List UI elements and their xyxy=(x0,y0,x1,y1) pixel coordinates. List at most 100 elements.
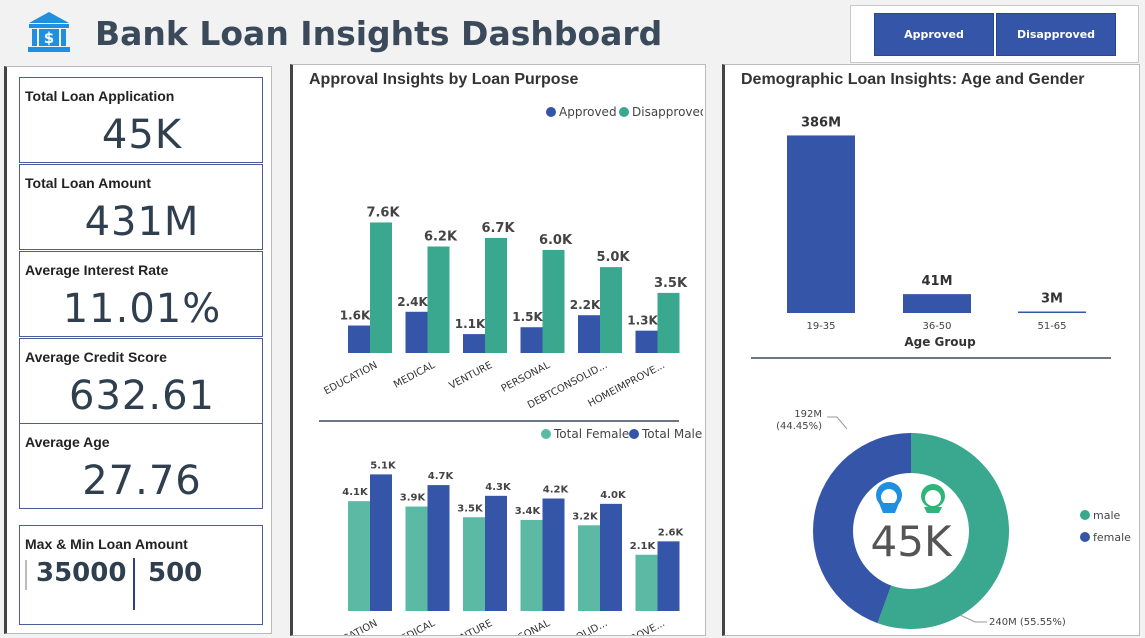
kpi-value: 11.01% xyxy=(62,286,222,332)
divider xyxy=(25,560,27,590)
chart-bar xyxy=(370,474,392,611)
data-label: 1.6K xyxy=(340,309,371,323)
chart-bar xyxy=(370,222,392,353)
min-loan-value: 500 xyxy=(148,558,203,588)
age-bar xyxy=(1018,311,1086,313)
donut-center-label: 45K xyxy=(871,517,953,566)
chart-bar xyxy=(520,327,543,353)
category-tick-label: EDUCATION xyxy=(322,360,379,397)
data-label: 5.1K xyxy=(370,460,397,471)
data-label: 3.5K xyxy=(654,276,688,291)
data-label: 1.1K xyxy=(455,317,486,331)
kpi-label: Total Loan Application xyxy=(25,88,175,104)
data-label: 6.0K xyxy=(539,233,573,248)
category-tick-label: MEDICAL xyxy=(392,360,437,391)
header: $ Bank Loan Insights Dashboard Approved … xyxy=(0,0,1145,66)
data-label: 5.0K xyxy=(596,250,630,265)
data-label: 6.7K xyxy=(481,221,515,236)
category-tick-label: 51-65 xyxy=(1037,321,1066,332)
legend-label: male xyxy=(1093,509,1121,522)
chart-bar xyxy=(542,498,565,611)
age-bar xyxy=(903,294,971,313)
chart-bar xyxy=(542,249,565,353)
chart-bar xyxy=(485,237,507,353)
chart-bar xyxy=(348,501,370,611)
category-tick-label: VENTURE xyxy=(447,618,494,635)
female-icon xyxy=(879,503,899,513)
leader-line xyxy=(959,614,987,623)
legend-marker xyxy=(619,107,629,117)
kpi-label: Average Age xyxy=(25,434,110,450)
data-label: 6.2K xyxy=(424,230,458,245)
kpi-average-credit-score: Average Credit Score 632.61 xyxy=(19,338,263,424)
chart-bar xyxy=(657,541,680,611)
data-label: 2.4K xyxy=(397,295,428,309)
kpi-value: 632.61 xyxy=(69,373,215,419)
kpi-label: Max & Min Loan Amount xyxy=(25,536,188,552)
data-label: 3.2K xyxy=(572,511,599,522)
x-axis-label: Age Group xyxy=(904,335,976,349)
kpi-total-loan-application: Total Loan Application 45K xyxy=(19,77,263,163)
chart-bar xyxy=(578,525,600,611)
kpi-label: Average Interest Rate xyxy=(25,262,169,278)
data-label: 4.1K xyxy=(342,487,369,498)
chart-bar xyxy=(635,554,658,611)
status-filter: Approved Disapproved xyxy=(850,5,1139,63)
chart-bar xyxy=(405,311,428,353)
data-label: 240M (55.55%) xyxy=(989,617,1066,628)
male-icon xyxy=(925,490,941,506)
female-icon xyxy=(876,482,902,513)
demographic-panel: Demographic Loan Insights: Age and Gende… xyxy=(722,64,1140,636)
kpi-average-age: Average Age 27.76 xyxy=(19,423,263,509)
bank-icon: $ xyxy=(28,12,70,52)
chart-bar xyxy=(657,292,680,353)
data-label: 4.2K xyxy=(543,485,570,496)
chart-bar xyxy=(600,503,622,611)
chart-bar xyxy=(520,519,543,611)
disapproved-filter-button[interactable]: Disapproved xyxy=(996,13,1116,56)
data-label: 3.4K xyxy=(515,506,542,517)
divider xyxy=(133,558,135,610)
data-label: 1.3K xyxy=(627,314,658,328)
legend-marker xyxy=(629,429,639,439)
data-label: 4.0K xyxy=(600,490,627,501)
data-label: 386M xyxy=(801,115,841,130)
legend-label: Total Female xyxy=(553,427,629,441)
kpi-value: 45K xyxy=(101,112,183,158)
chart-bar xyxy=(485,495,507,611)
kpi-panel: Total Loan Application 45K Total Loan Am… xyxy=(4,66,272,634)
age-bar xyxy=(787,135,855,313)
data-label: 4.3K xyxy=(485,482,512,493)
panel-title: Approval Insights by Loan Purpose xyxy=(309,71,579,88)
kpi-label: Total Loan Amount xyxy=(25,175,151,191)
chart-bar xyxy=(463,334,485,353)
male-icon xyxy=(921,484,945,513)
male-icon xyxy=(924,507,942,513)
category-tick-label: PERSONAL xyxy=(500,360,553,395)
donut-slice xyxy=(877,433,1009,629)
data-label: 41M xyxy=(921,274,952,289)
kpi-average-interest-rate: Average Interest Rate 11.01% xyxy=(19,251,263,337)
legend-marker xyxy=(1080,510,1090,520)
panel-title: Demographic Loan Insights: Age and Gende… xyxy=(741,71,1085,88)
chart-bar xyxy=(578,315,600,353)
female-icon xyxy=(881,489,897,505)
approved-filter-button[interactable]: Approved xyxy=(874,13,994,56)
category-tick-label: PERSONAL xyxy=(500,618,553,635)
chart-bar xyxy=(427,246,450,353)
category-tick-label: 36-50 xyxy=(922,321,951,332)
category-tick-label: MEDICAL xyxy=(392,618,437,635)
category-tick-label: 19-35 xyxy=(806,321,835,332)
legend-label: female xyxy=(1093,531,1131,544)
demographic-charts: 386M 19-35 41M 36-50 3M 51-65 Age Group 240M (5… xyxy=(751,115,1131,629)
kpi-total-loan-amount: Total Loan Amount 431M xyxy=(19,164,263,250)
kpi-value: 27.76 xyxy=(82,458,202,504)
data-label: 1.5K xyxy=(512,310,543,324)
legend-marker xyxy=(541,429,551,439)
leader-line xyxy=(827,416,848,430)
data-label: 3M xyxy=(1041,292,1063,307)
data-label: 7.6K xyxy=(366,205,400,220)
legend-label: Total Male xyxy=(641,427,702,441)
data-label: 192M xyxy=(794,409,822,420)
category-tick-label: EDUCATION xyxy=(322,618,379,635)
